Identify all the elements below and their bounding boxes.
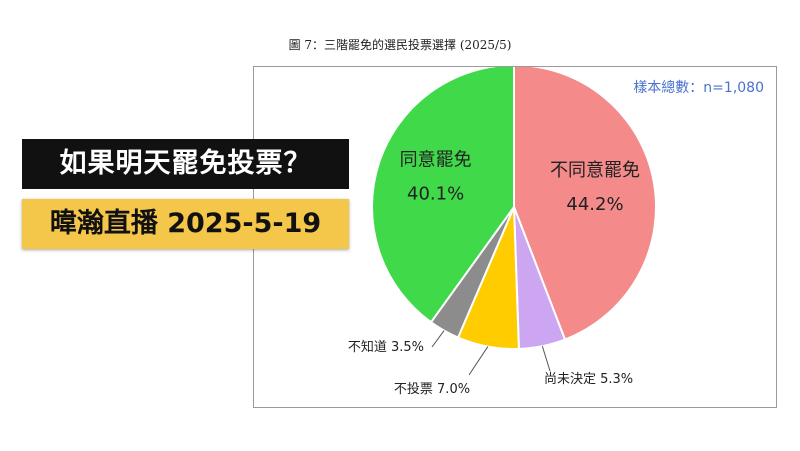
slice-label: 不同意罷免 (550, 160, 640, 181)
figure-title: 圖 7：三階罷免的選民投票選擇 (2025/5) (288, 38, 512, 52)
slice-label: 尚未決定 5.3% (544, 372, 633, 387)
leader-line (431, 330, 445, 348)
pie-slice (371, 67, 515, 324)
slice-label: 不投票 7.0% (394, 381, 470, 397)
slice-value-label: 40.1% (407, 184, 464, 205)
slice-label: 不知道 3.5% (348, 339, 424, 355)
chart-frame: 樣本總數：n=1,080 不同意罷免 44.2% 尚未決定 5.3% 不投票 7.0%… (253, 66, 777, 408)
sample-size-note: 樣本總數：n=1,080 (633, 80, 764, 96)
leader-line (468, 346, 489, 376)
slice-value-label: 44.2% (566, 194, 623, 215)
leader-line (541, 345, 551, 372)
pie-slice (513, 67, 657, 341)
stream-date-banner: 暐瀚直播 2025-5-19 (22, 199, 349, 249)
headline-banner: 如果明天罷免投票？ (22, 139, 349, 189)
slice-label: 同意罷免 (400, 150, 472, 171)
pie-chart: 不同意罷免 44.2% 尚未決定 5.3% 不投票 7.0% 不知道 3.5% 同意罷免 4… (348, 67, 657, 397)
